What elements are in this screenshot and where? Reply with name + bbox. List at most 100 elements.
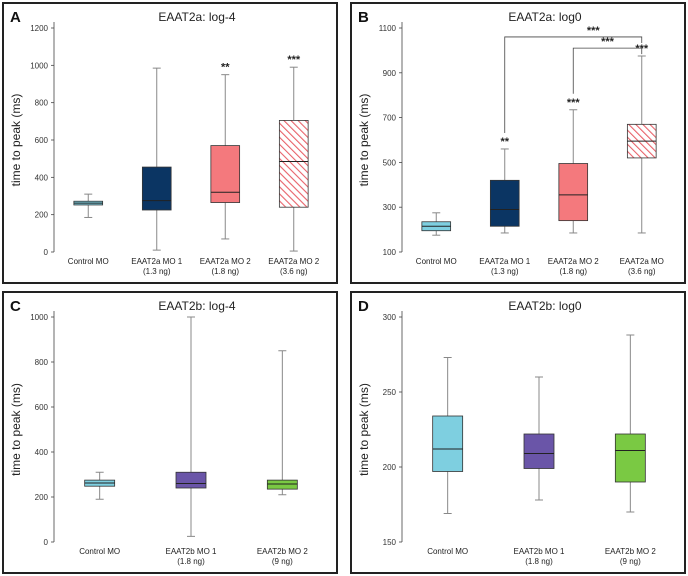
y-tick-label: 1100 (379, 24, 397, 33)
box-iqr (278, 120, 309, 208)
sig-bracket: *** (504, 25, 643, 133)
y-axis-label: time to peak (ms) (9, 383, 23, 476)
box-1 (523, 376, 555, 501)
bracket-line (572, 47, 643, 94)
y-tick-label: 100 (383, 248, 397, 257)
panel-letter: D (358, 298, 369, 315)
x-category-sublabel: (1.8 ng) (211, 267, 239, 276)
box-2 (210, 74, 241, 240)
y-tick-label: 500 (383, 158, 397, 167)
significance-label: ** (221, 62, 230, 74)
y-tick-label: 0 (44, 538, 49, 547)
box-iqr (432, 415, 464, 472)
chart-title: EAAT2b: log-4 (158, 299, 235, 313)
bracket-label: *** (601, 36, 615, 48)
box-iqr (523, 433, 555, 469)
x-category-sublabel: (1.3 ng) (143, 267, 171, 276)
panel-b: B EAAT2a: log0 100 300 500 700 900 1100 time to … (350, 2, 686, 284)
panel-a: A EAAT2a: log-4 0 200 400 600 800 1000 1200 time … (2, 2, 338, 284)
y-tick-label: 700 (383, 114, 397, 123)
x-category-label: EAAT2b MO 1 (514, 547, 566, 556)
box-3 (278, 66, 309, 252)
x-category-label: Control MO (427, 547, 468, 556)
y-tick-label: 1200 (30, 24, 48, 33)
chart-title: EAAT2b: log0 (508, 299, 581, 313)
y-tick-label: 200 (35, 493, 49, 502)
box-0 (73, 193, 104, 218)
x-category-label: EAAT2a MO 2 (548, 257, 600, 266)
y-tick-label: 800 (35, 99, 49, 108)
y-tick-label: 600 (35, 136, 49, 145)
box-iqr (266, 479, 298, 490)
box-1 (489, 148, 520, 234)
chart-title: EAAT2a: log-4 (158, 10, 235, 24)
box-2 (614, 334, 646, 513)
panel-letter: A (10, 9, 21, 26)
chart-title: EAAT2a: log0 (508, 10, 581, 24)
panel-c: C EAAT2b: log-4 0 200 400 600 800 1000 time to p… (2, 291, 338, 574)
y-tick-label: 0 (44, 248, 49, 257)
box-iqr (175, 471, 207, 489)
x-category-sublabel: (1.8 ng) (525, 557, 553, 566)
x-category-label: EAAT2b MO 2 (257, 547, 309, 556)
x-category-label: EAAT2a MO 2 (200, 257, 252, 266)
x-category-label: Control MO (68, 257, 109, 266)
chart-b: B EAAT2a: log0 100 300 500 700 900 1100 time to … (357, 9, 664, 276)
panel-d: D EAAT2b: log0 150 200 250 300 time to peak (m… (350, 291, 686, 574)
y-axis-label: time to peak (ms) (357, 383, 371, 476)
y-axis-label: time to peak (ms) (9, 94, 23, 187)
box-0 (84, 471, 116, 500)
box-iqr (141, 166, 172, 211)
box-2 (558, 109, 589, 234)
y-tick-label: 200 (383, 463, 397, 472)
box-iqr (614, 433, 646, 483)
box-iqr (489, 179, 520, 227)
chart-c: C EAAT2b: log-4 0 200 400 600 800 1000 time to p… (9, 298, 309, 566)
y-tick-label: 250 (383, 388, 397, 397)
y-tick-label: 600 (35, 403, 49, 412)
panel-letter: C (10, 298, 21, 315)
x-category-sublabel: (9 ng) (272, 557, 293, 566)
box-2 (266, 350, 298, 496)
x-category-sublabel: (1.8 ng) (559, 267, 587, 276)
y-tick-label: 150 (383, 538, 397, 547)
box-3 (626, 55, 657, 234)
x-category-label: EAAT2b MO 2 (605, 547, 657, 556)
x-category-sublabel: (9 ng) (620, 557, 641, 566)
x-category-sublabel: (1.8 ng) (177, 557, 205, 566)
y-tick-label: 1000 (30, 61, 48, 70)
x-category-label: EAAT2b MO 1 (166, 547, 218, 556)
y-tick-label: 400 (35, 173, 49, 182)
box-1 (175, 316, 207, 537)
box-iqr (558, 163, 589, 222)
x-category-label: EAAT2a MO 1 (479, 257, 531, 266)
box-0 (432, 357, 464, 514)
y-tick-label: 900 (383, 69, 397, 78)
y-tick-label: 400 (35, 448, 49, 457)
y-tick-label: 200 (35, 211, 49, 220)
panel-letter: B (358, 9, 369, 26)
y-tick-label: 1000 (30, 313, 48, 322)
x-category-label: Control MO (416, 257, 457, 266)
significance-label: *** (287, 54, 301, 66)
box-1 (141, 67, 172, 251)
significance-label: ** (500, 136, 509, 148)
x-category-label: Control MO (79, 547, 120, 556)
y-axis-label: time to peak (ms) (357, 94, 371, 187)
box-iqr (210, 145, 241, 203)
significance-label: *** (567, 97, 581, 109)
x-category-sublabel: (1.3 ng) (491, 267, 519, 276)
sig-bracket: *** (572, 36, 643, 94)
y-tick-label: 300 (383, 313, 397, 322)
y-tick-label: 300 (383, 203, 397, 212)
chart-a: A EAAT2a: log-4 0 200 400 600 800 1000 1200 time … (9, 9, 320, 276)
x-category-sublabel: (3.6 ng) (280, 267, 308, 276)
x-category-label: EAAT2a MO 1 (131, 257, 183, 266)
chart-d: D EAAT2b: log0 150 200 250 300 time to peak (m… (357, 298, 657, 566)
x-category-sublabel: (3.6 ng) (628, 267, 656, 276)
box-0 (421, 212, 452, 236)
bracket-label: *** (587, 25, 601, 37)
y-tick-label: 800 (35, 358, 49, 367)
bracket-line (504, 36, 643, 133)
x-category-label: EAAT2a MO (620, 257, 664, 266)
